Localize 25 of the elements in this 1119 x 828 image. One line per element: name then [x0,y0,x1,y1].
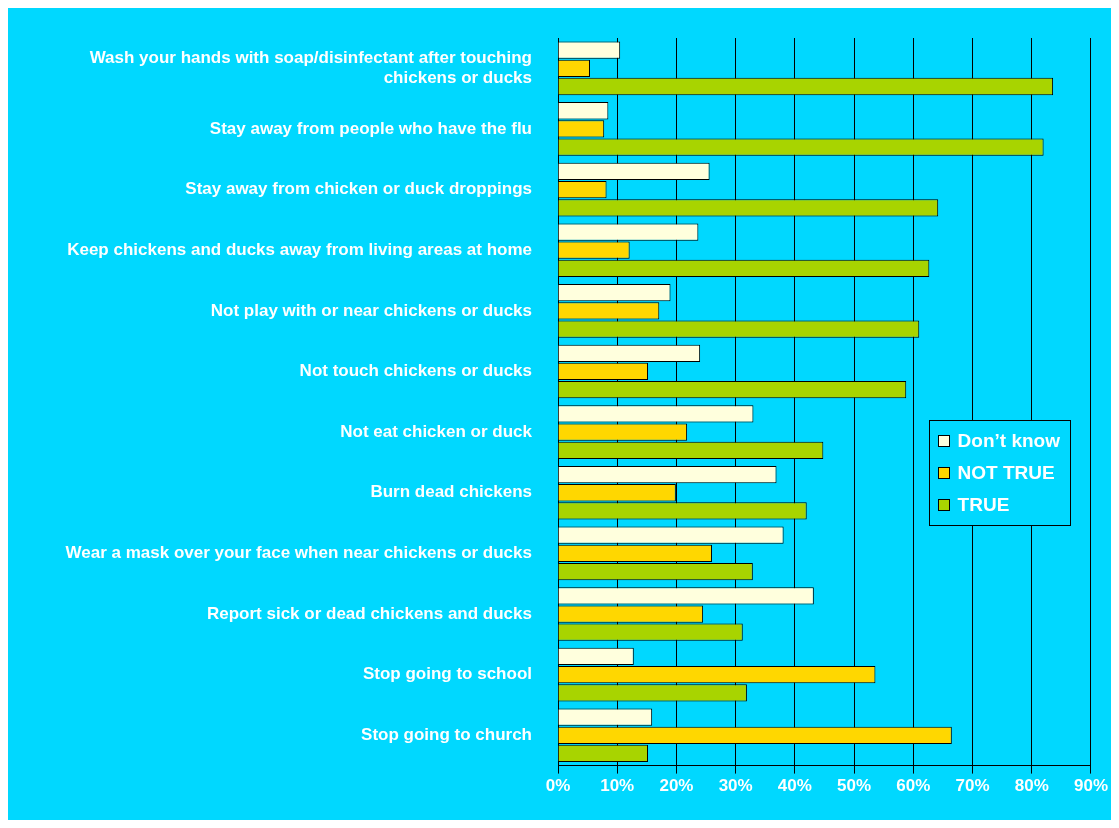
x-tick-label: 0% [545,776,571,796]
y-tick-label: Wear a mask over your face when near chickens or ducks [65,543,532,563]
y-tick-label: Wash your hands with soap/disinfectant after touching chickens or ducks [89,47,532,88]
y-tick-label: Report sick or dead chickens and ducks [206,603,532,623]
y-tick-label: Not eat chicken or duck [340,421,533,441]
y-tick-label: Not touch chickens or ducks [299,361,532,381]
y-tick-label: Stay away from chicken or duck droppings [185,179,532,199]
x-tick-label: 40% [777,776,812,796]
x-tick-label: 60% [896,776,931,796]
y-tick-label: Not play with or near chickens or ducks [210,300,532,320]
x-tick-label: 50% [837,776,872,796]
y-tick-label: Burn dead chickens [370,482,532,502]
y-tick-label: Keep chickens and ducks away from living areas at home [67,239,532,259]
x-tick-label: 70% [955,776,990,796]
legend-label: Don’t know [957,430,1060,452]
y-tick-label: Stop going to school [362,664,532,684]
x-tick-label: 10% [600,776,635,796]
legend-label: TRUE [957,494,1010,516]
x-tick-label: 80% [1014,776,1049,796]
y-tick-label: Stop going to church [361,724,532,744]
x-tick-label: 90% [1073,776,1108,796]
y-tick-label: Stay away from people who have the flu [209,118,532,138]
x-tick-label: 20% [659,776,694,796]
x-tick-label: 30% [718,776,753,796]
legend-label: NOT TRUE [957,462,1055,484]
